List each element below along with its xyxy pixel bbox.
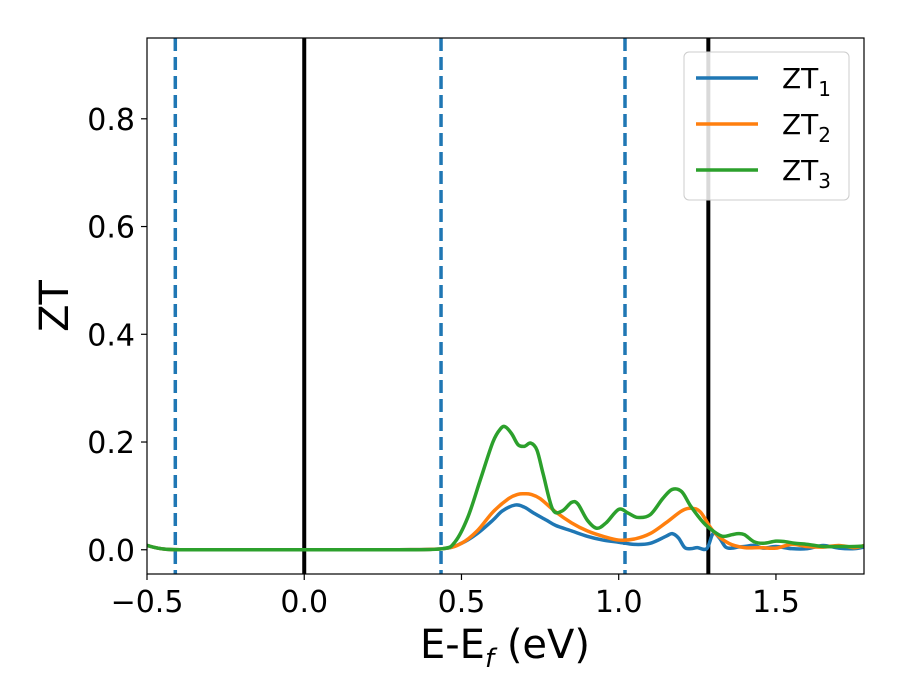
x-tick-label: −0.5 xyxy=(111,585,184,620)
y-tick-label: 0.8 xyxy=(87,103,135,138)
y-axis-ticks: 0.0 0.2 0.4 0.6 0.8 xyxy=(87,103,147,569)
legend-label-zt3: ZT3 xyxy=(782,154,831,193)
y-tick-label: 0.0 xyxy=(87,534,135,569)
x-axis-title-suffix: (eV) xyxy=(494,622,590,668)
plot-frame xyxy=(146,37,865,575)
x-axis-ticks: −0.5 0.0 0.5 1.0 1.5 xyxy=(111,574,800,620)
x-axis-title-main: E-E xyxy=(420,622,485,668)
x-axis-title: E-Ef (eV) xyxy=(420,622,590,674)
x-tick-label: 0.5 xyxy=(438,585,486,620)
y-tick-label: 0.2 xyxy=(87,426,135,461)
series-line-zt2 xyxy=(147,491,864,552)
legend-box xyxy=(683,51,850,201)
x-tick-label: 0.0 xyxy=(280,585,328,620)
legend-label-zt1: ZT1 xyxy=(782,62,831,101)
x-tick-label: 1.5 xyxy=(752,585,800,620)
series-lines xyxy=(147,424,864,552)
legend-label-zt2: ZT2 xyxy=(782,108,831,147)
y-tick-label: 0.4 xyxy=(87,318,135,353)
y-axis-title: ZT xyxy=(32,280,78,332)
y-tick-label: 0.6 xyxy=(87,211,135,246)
series-line-zt3 xyxy=(147,424,864,552)
x-tick-label: 1.0 xyxy=(595,585,643,620)
legend: ZT1 ZT2 ZT3 xyxy=(683,51,850,201)
